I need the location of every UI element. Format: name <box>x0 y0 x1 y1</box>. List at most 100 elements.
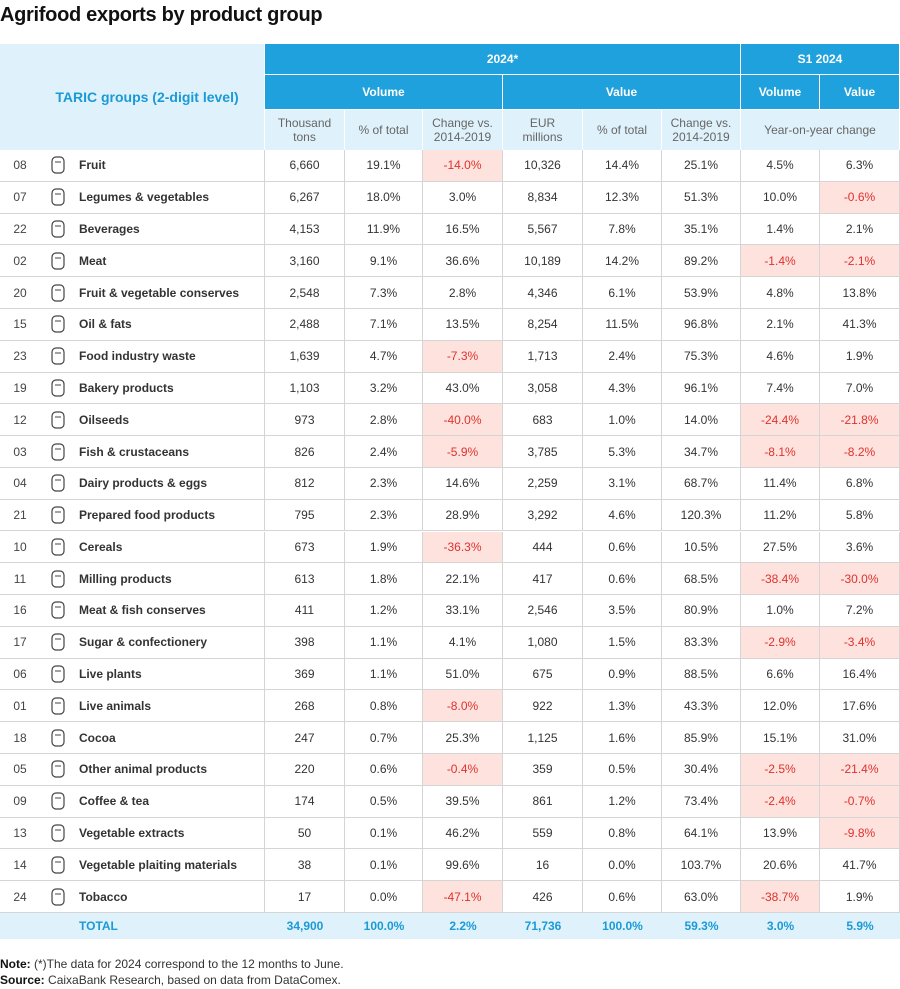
cell: 613 <box>265 563 345 596</box>
row-name: Oilseeds <box>75 404 265 437</box>
total-cell: 100.0% <box>583 913 662 939</box>
cell: -2.9% <box>741 626 820 659</box>
cell: 46.2% <box>423 817 503 850</box>
cell: 4.8% <box>741 277 820 309</box>
row-name: Tobacco <box>75 881 265 913</box>
cell: 411 <box>265 595 345 627</box>
cell: 22.1% <box>423 563 503 596</box>
cell: 1,639 <box>265 340 345 373</box>
cell: 6.6% <box>741 658 820 691</box>
cell: 812 <box>265 467 345 500</box>
cell: 7.2% <box>820 595 900 627</box>
row-name: Other animal products <box>75 754 265 786</box>
icon <box>50 283 65 302</box>
cell: 1.1% <box>345 658 423 691</box>
cell: -38.4% <box>741 563 820 596</box>
row-code: 22 <box>0 214 40 246</box>
icon <box>50 697 65 715</box>
cell: 2.3% <box>345 467 423 500</box>
cell: 444 <box>503 531 583 564</box>
row-icon <box>40 722 75 755</box>
cell: -8.0% <box>423 690 503 723</box>
icon <box>50 729 65 747</box>
cell: 31.0% <box>820 722 900 755</box>
cell: 0.6% <box>583 563 662 596</box>
cell: 5,567 <box>503 213 583 246</box>
cell: -30.0% <box>820 563 900 596</box>
cell: 33.1% <box>423 595 503 627</box>
icon <box>50 188 65 206</box>
cell: -8.2% <box>820 436 900 468</box>
row-name: Sugar & confectionery <box>75 626 265 659</box>
cell: 675 <box>503 658 583 691</box>
cell: 51.0% <box>423 658 503 691</box>
cell: 16.5% <box>423 213 503 246</box>
icon <box>50 156 65 174</box>
cell: 0.1% <box>345 817 423 850</box>
cell: -21.4% <box>820 754 900 786</box>
cell: 268 <box>265 690 345 723</box>
note-text: (*)The data for 2024 correspond to the 1… <box>30 957 344 971</box>
total-cell: 34,900 <box>265 913 345 939</box>
cell: 3.6% <box>820 531 900 564</box>
cell: 2,259 <box>503 467 583 500</box>
row-name: Vegetable extracts <box>75 817 265 850</box>
cell: -3.4% <box>820 626 900 659</box>
cell: -2.4% <box>741 785 820 818</box>
row-code: 07 <box>0 182 40 214</box>
cell: 2,546 <box>503 595 583 627</box>
row-code: 24 <box>0 881 40 913</box>
row-code: 01 <box>0 690 40 723</box>
row-code: 15 <box>0 309 40 341</box>
cell: 1.9% <box>820 881 900 913</box>
cell: 2,488 <box>265 308 345 341</box>
row-code: 16 <box>0 595 40 627</box>
cell: 673 <box>265 531 345 564</box>
cell: 88.5% <box>662 658 741 691</box>
cell: 7.4% <box>741 372 820 405</box>
cell: 2.3% <box>345 499 423 532</box>
title: Agrifood exports by product group <box>0 4 323 26</box>
cell: 2.4% <box>583 340 662 373</box>
column-header: % of total <box>583 110 662 150</box>
cell: 43.3% <box>662 690 741 723</box>
cell: 1,713 <box>503 340 583 373</box>
cell: 64.1% <box>662 817 741 850</box>
cell: 4.7% <box>345 340 423 373</box>
cell: 17.6% <box>820 690 900 723</box>
cell: 1.8% <box>345 563 423 596</box>
cell: 25.1% <box>662 150 741 182</box>
cell: 2.8% <box>345 404 423 437</box>
cell: 0.5% <box>583 754 662 786</box>
cell: 826 <box>265 436 345 468</box>
cell: 10.5% <box>662 531 741 564</box>
cell: 4,153 <box>265 213 345 246</box>
cell: 15.1% <box>741 722 820 755</box>
row-icon <box>40 627 75 659</box>
row-name: Legumes & vegetables <box>75 181 265 214</box>
icon <box>50 633 65 651</box>
cell: 51.3% <box>662 181 741 214</box>
cell: 14.6% <box>423 467 503 500</box>
row-icon <box>40 563 75 596</box>
column-header: Year-on-year change <box>741 110 900 150</box>
cell: 63.0% <box>662 881 741 913</box>
cell: 922 <box>503 690 583 723</box>
cell: 1,080 <box>503 626 583 659</box>
cell: 1.2% <box>345 595 423 627</box>
cell: 8,834 <box>503 181 583 214</box>
cell: 398 <box>265 626 345 659</box>
row-name: Oil & fats <box>75 308 265 341</box>
column-header: % of total <box>345 110 423 150</box>
cell: 7.8% <box>583 213 662 246</box>
row-code: 23 <box>0 341 40 373</box>
cell: 6.3% <box>820 150 900 182</box>
cell: 68.5% <box>662 563 741 596</box>
row-icon <box>40 245 75 278</box>
total-cell: 2.2% <box>423 913 503 939</box>
cell: 0.1% <box>345 849 423 882</box>
cell: -14.0% <box>423 150 503 182</box>
cell: 0.0% <box>583 849 662 882</box>
cell: 1.9% <box>345 531 423 564</box>
